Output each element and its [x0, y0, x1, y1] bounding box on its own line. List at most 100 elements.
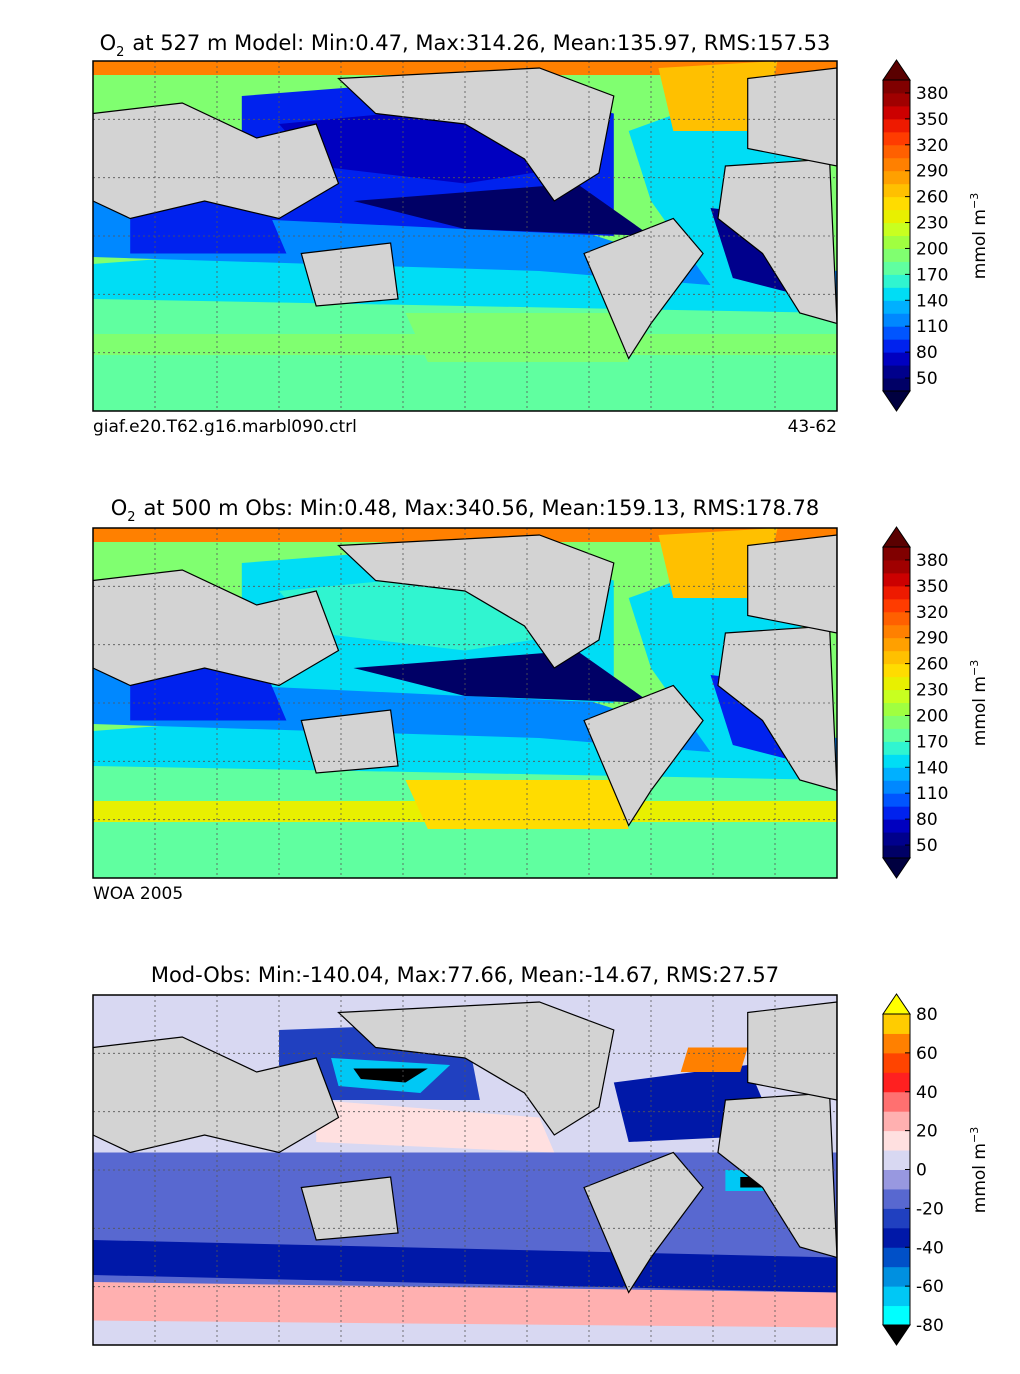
colorbar-tick-label: 350	[916, 110, 948, 130]
continent	[300, 709, 399, 774]
contour-region	[353, 1068, 428, 1083]
years-caption: 43-62	[788, 417, 837, 437]
colorbar-tick-label: 110	[916, 317, 948, 337]
colorbar-tick-label: 170	[916, 265, 948, 285]
colorbar: 50 80 110 140 170 200 230 260 290 320 350 380	[882, 526, 948, 879]
continent	[747, 67, 837, 167]
colorbar-tick-label: 110	[916, 784, 948, 804]
colorbar-swatch	[883, 1052, 910, 1073]
colorbar-outline	[882, 546, 911, 859]
colorbar-unit-exponent: −3	[968, 193, 981, 209]
title-rest: Mod-Obs: Min:-140.04, Max:77.66, Mean:-1…	[151, 963, 779, 987]
map-area	[93, 995, 837, 1345]
colorbar-swatch	[883, 1072, 910, 1093]
colorbar-swatch	[883, 1169, 910, 1190]
colorbar-swatch	[883, 806, 910, 820]
colorbar-swatch	[883, 92, 910, 107]
title-subscript: 2	[116, 45, 124, 60]
run-name-caption: giaf.e20.T62.g16.marbl090.ctrl	[93, 417, 357, 437]
colorbar-swatch	[883, 611, 910, 626]
colorbar-tick-label: 80	[916, 343, 938, 363]
panel-title: O2 at 527 m Model: Min:0.47, Max:314.26, …	[100, 31, 831, 60]
map-frame	[92, 60, 838, 412]
colorbar-tick-label: 60	[916, 1044, 938, 1064]
colorbar-swatch	[883, 754, 910, 768]
colorbar-tick-label: 350	[916, 577, 948, 597]
colorbar-label: mmol m−3	[968, 660, 990, 746]
continent	[93, 569, 340, 687]
colorbar-swatch	[883, 663, 910, 678]
colorbar-swatch	[883, 287, 910, 301]
colorbar-swatch	[883, 624, 910, 639]
colorbar: -80 -60 -40 -20 0 20 40 60 80	[882, 993, 944, 1346]
continent	[300, 1176, 399, 1241]
colorbar-tick-label: 140	[916, 758, 948, 778]
colorbar-tick-label: 320	[916, 603, 948, 623]
colorbar-swatch	[883, 741, 910, 755]
contour-region	[680, 1047, 748, 1072]
colorbar-swatch	[883, 572, 910, 587]
colorbar-tick-label: -60	[916, 1277, 944, 1297]
colorbar-extend-top	[882, 59, 911, 81]
colorbar-tick-label: 200	[916, 706, 948, 726]
colorbar-swatch	[883, 1111, 910, 1132]
colorbar-tick-label: -40	[916, 1238, 944, 1258]
contour-region	[405, 313, 629, 362]
colorbar-unit: mmol m	[970, 209, 990, 279]
colorbar-swatch	[883, 118, 910, 133]
colorbar-swatch	[883, 1130, 910, 1151]
colorbar-swatch	[883, 676, 910, 691]
colorbar-swatch	[883, 222, 910, 236]
colorbar-swatch	[883, 598, 910, 613]
colorbar-swatch	[883, 378, 910, 392]
colorbar-swatch	[883, 547, 910, 561]
colorbar-swatch	[883, 559, 910, 574]
continent	[583, 217, 704, 360]
colorbar-tick-label: 380	[916, 84, 948, 104]
gridlines	[93, 995, 837, 1345]
colorbar-swatch	[883, 1033, 910, 1054]
colorbar-extend-bottom	[882, 390, 911, 412]
colorbar-label: mmol m−3	[968, 1127, 990, 1213]
colorbar-swatch	[883, 339, 910, 353]
colorbar-swatch	[883, 1150, 910, 1170]
continent	[583, 1151, 704, 1294]
colorbar-tick-label: 50	[916, 369, 938, 389]
colorbar-unit-exponent: −3	[968, 1127, 981, 1143]
continent	[93, 102, 340, 220]
colorbar-tick-label: 80	[916, 810, 938, 830]
colorbar-swatch	[883, 105, 910, 120]
colorbar-swatch	[883, 1247, 910, 1268]
colorbar-swatch	[883, 248, 910, 262]
continent	[583, 684, 704, 827]
colorbar-tick-label: 40	[916, 1083, 938, 1103]
source-caption: WOA 2005	[93, 884, 183, 904]
colorbar-swatch	[883, 170, 910, 185]
map-frame	[92, 527, 838, 879]
panel-difference: Mod-Obs: Min:-140.04, Max:77.66, Mean:-1…	[92, 963, 990, 1346]
colorbar-swatch	[883, 1227, 910, 1248]
colorbar-extend-bottom	[882, 1324, 911, 1346]
colorbar-swatch	[883, 131, 910, 146]
colorbar-tick-label: 320	[916, 136, 948, 156]
colorbar-swatch	[883, 183, 910, 198]
colorbar-swatch	[883, 209, 910, 224]
gridlines	[93, 61, 837, 411]
colorbar-tick-label: 50	[916, 836, 938, 856]
panel-title: O2 at 500 m Obs: Min:0.48, Max:340.56, Me…	[111, 496, 820, 525]
colorbar-swatch	[883, 1208, 910, 1229]
colorbar-swatch	[883, 819, 910, 833]
colorbar-swatch	[883, 326, 910, 340]
colorbar-swatch	[883, 728, 910, 742]
contour-region	[353, 650, 651, 703]
colorbar-tick-label: 170	[916, 732, 948, 752]
colorbar-swatch	[883, 1014, 910, 1034]
colorbar-tick-label: -20	[916, 1199, 944, 1219]
landmass	[93, 1001, 837, 1294]
contour-region	[353, 183, 651, 236]
panel-title: Mod-Obs: Min:-140.04, Max:77.66, Mean:-1…	[151, 963, 779, 987]
colorbar-swatch	[883, 767, 910, 781]
map-frame	[92, 994, 838, 1346]
colorbar-swatch	[883, 365, 910, 379]
colorbar-swatch	[883, 845, 910, 859]
